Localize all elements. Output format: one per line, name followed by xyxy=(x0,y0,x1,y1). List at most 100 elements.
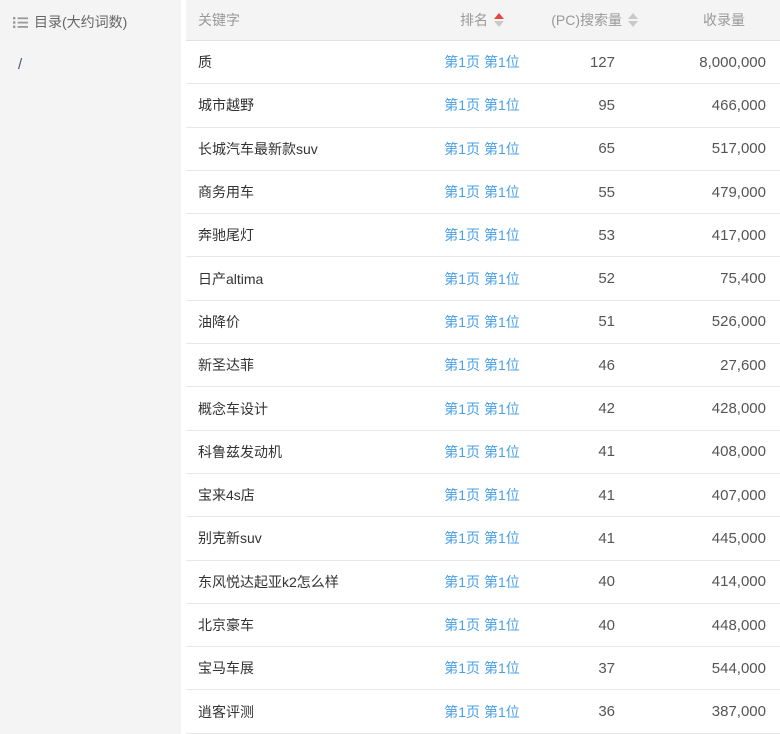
rank-cell: 第1页 第1位 xyxy=(436,517,528,559)
rank-cell: 第1页 第1位 xyxy=(436,84,528,126)
sidebar: 目录(大约词数) / xyxy=(0,0,181,734)
pc-search-volume-cell: 41 xyxy=(598,529,615,547)
keyword-cell: 逍客评测 xyxy=(198,703,254,720)
pc-search-volume-cell: 52 xyxy=(598,270,615,288)
rank-link[interactable]: 第1页 第1位 xyxy=(444,617,520,633)
sort-control-pc-search-volume[interactable] xyxy=(628,13,638,27)
rank-cell: 第1页 第1位 xyxy=(436,301,528,343)
sidebar-item-root-directory[interactable]: / xyxy=(18,56,23,73)
rank-cell: 第1页 第1位 xyxy=(436,561,528,603)
rank-cell: 第1页 第1位 xyxy=(436,41,528,83)
column-header-index-volume: 收录量 xyxy=(703,12,745,28)
table-row: 质 第1页 第1位 127 8,000,000 xyxy=(186,41,780,85)
keyword-cell: 长城汽车最新款suv xyxy=(198,140,318,157)
rank-cell: 第1页 第1位 xyxy=(436,474,528,516)
index-volume-cell: 448,000 xyxy=(711,616,766,634)
sort-ascending-icon xyxy=(494,13,504,19)
sort-descending-icon xyxy=(494,21,504,27)
pc-search-volume-cell: 37 xyxy=(598,659,615,677)
column-header-rank[interactable]: 排名 xyxy=(436,0,528,40)
index-volume-cell: 414,000 xyxy=(711,573,766,591)
table-row: 城市越野 第1页 第1位 95 466,000 xyxy=(186,84,780,128)
table-row: 别克新suv 第1页 第1位 41 445,000 xyxy=(186,517,780,561)
column-header-pc-search-volume[interactable]: (PC)搜索量 xyxy=(528,0,638,40)
rank-link[interactable]: 第1页 第1位 xyxy=(444,54,520,71)
sort-control-rank[interactable] xyxy=(494,13,504,27)
index-volume-cell: 407,000 xyxy=(711,486,766,504)
keyword-cell: 城市越野 xyxy=(198,97,254,114)
table-row: 宝马车展 第1页 第1位 37 544,000 xyxy=(186,647,780,691)
rank-cell: 第1页 第1位 xyxy=(436,257,528,299)
index-volume-cell: 387,000 xyxy=(711,703,766,721)
sidebar-title: 目录(大约词数) xyxy=(34,13,128,30)
rank-link[interactable]: 第1页 第1位 xyxy=(444,184,520,201)
index-volume-cell: 479,000 xyxy=(711,183,766,201)
index-volume-cell: 445,000 xyxy=(711,529,766,547)
column-header-keyword: 关键字 xyxy=(198,12,240,28)
table-body: 质 第1页 第1位 127 8,000,000 城市越野 第1页 第1位 95 … xyxy=(186,41,780,734)
rank-link[interactable]: 第1页 第1位 xyxy=(444,400,520,417)
sidebar-header: 目录(大约词数) xyxy=(0,0,181,43)
rank-link[interactable]: 第1页 第1位 xyxy=(444,227,520,244)
index-volume-cell: 27,600 xyxy=(720,356,766,374)
table-row: 油降价 第1页 第1位 51 526,000 xyxy=(186,300,780,345)
pc-search-volume-cell: 65 xyxy=(598,140,615,158)
keyword-cell: 东风悦达起亚k2怎么样 xyxy=(198,573,339,590)
index-volume-cell: 8,000,000 xyxy=(699,53,766,71)
table-row: 科鲁兹发动机 第1页 第1位 41 408,000 xyxy=(186,430,780,474)
pc-search-volume-cell: 51 xyxy=(598,313,615,331)
rank-cell: 第1页 第1位 xyxy=(436,647,528,689)
index-volume-cell: 517,000 xyxy=(711,140,766,158)
pc-search-volume-cell: 41 xyxy=(598,443,615,461)
pc-search-volume-cell: 42 xyxy=(598,400,615,418)
list-icon xyxy=(13,16,28,29)
index-volume-cell: 75,400 xyxy=(720,270,766,288)
keyword-cell: 宝来4s店 xyxy=(198,487,255,504)
rank-cell: 第1页 第1位 xyxy=(436,604,528,646)
rank-cell: 第1页 第1位 xyxy=(436,387,528,429)
rank-cell: 第1页 第1位 xyxy=(436,344,528,386)
rank-link[interactable]: 第1页 第1位 xyxy=(444,97,520,114)
keyword-cell: 奔驰尾灯 xyxy=(198,227,254,244)
index-volume-cell: 417,000 xyxy=(711,226,766,244)
pc-search-volume-cell: 55 xyxy=(598,183,615,201)
table-row: 新圣达菲 第1页 第1位 46 27,600 xyxy=(186,344,780,388)
rank-link[interactable]: 第1页 第1位 xyxy=(444,270,520,287)
keyword-table: 关键字 排名 (PC)搜索量 收录量 质 第1页 xyxy=(186,0,780,734)
table-row: 日产altima 第1页 第1位 52 75,400 xyxy=(186,257,780,301)
rank-cell: 第1页 第1位 xyxy=(436,128,528,170)
rank-cell: 第1页 第1位 xyxy=(436,171,528,213)
rank-link[interactable]: 第1页 第1位 xyxy=(444,443,520,460)
table-row: 逍客评测 第1页 第1位 36 387,000 xyxy=(186,690,780,734)
table-row: 宝来4s店 第1页 第1位 41 407,000 xyxy=(186,473,780,518)
keyword-cell: 商务用车 xyxy=(198,184,254,201)
index-volume-cell: 526,000 xyxy=(711,313,766,331)
rank-cell: 第1页 第1位 xyxy=(436,431,528,473)
rank-link[interactable]: 第1页 第1位 xyxy=(444,313,520,330)
pc-search-volume-cell: 40 xyxy=(598,616,615,634)
table-row: 长城汽车最新款suv 第1页 第1位 65 517,000 xyxy=(186,127,780,171)
keyword-cell: 宝马车展 xyxy=(198,660,254,677)
rank-link[interactable]: 第1页 第1位 xyxy=(444,703,520,720)
keyword-cell: 概念车设计 xyxy=(198,400,268,417)
keyword-cell: 北京豪车 xyxy=(198,617,254,633)
rank-link[interactable]: 第1页 第1位 xyxy=(444,660,520,677)
sidebar-table-divider xyxy=(181,0,186,734)
table-header-row: 关键字 排名 (PC)搜索量 收录量 xyxy=(186,0,780,41)
rank-link[interactable]: 第1页 第1位 xyxy=(444,357,520,374)
index-volume-cell: 408,000 xyxy=(711,443,766,461)
rank-link[interactable]: 第1页 第1位 xyxy=(444,573,520,590)
rank-link[interactable]: 第1页 第1位 xyxy=(444,140,520,157)
column-header-pc-search-volume-label: (PC)搜索量 xyxy=(551,12,622,28)
rank-link[interactable]: 第1页 第1位 xyxy=(444,487,520,504)
keyword-cell: 别克新suv xyxy=(198,530,262,547)
sort-descending-icon xyxy=(628,21,638,27)
table-row: 概念车设计 第1页 第1位 42 428,000 xyxy=(186,387,780,431)
index-volume-cell: 544,000 xyxy=(711,659,766,677)
keyword-cell: 质 xyxy=(198,54,212,71)
pc-search-volume-cell: 40 xyxy=(598,573,615,591)
column-header-rank-label: 排名 xyxy=(460,12,488,28)
rank-link[interactable]: 第1页 第1位 xyxy=(444,530,520,547)
keyword-cell: 新圣达菲 xyxy=(198,357,254,374)
